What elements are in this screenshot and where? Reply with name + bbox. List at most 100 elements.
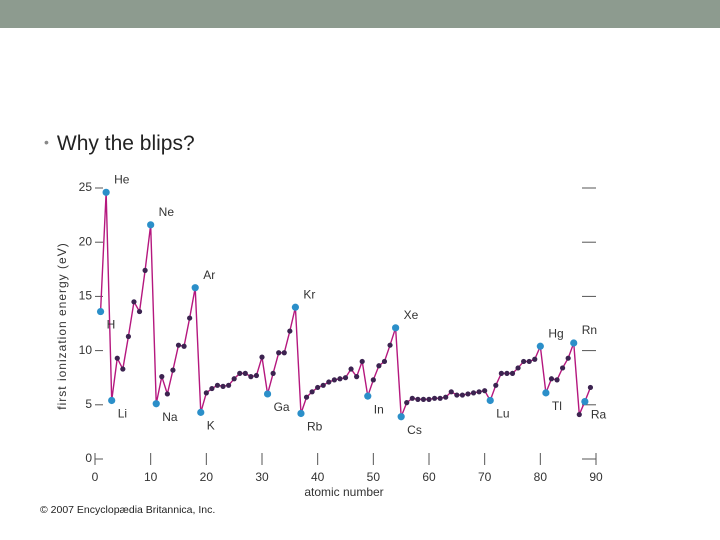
data-line bbox=[99, 192, 592, 417]
x-tick-label: 10 bbox=[144, 470, 158, 484]
data-point bbox=[498, 370, 504, 376]
data-point bbox=[320, 382, 326, 388]
highlighted-point bbox=[570, 339, 578, 347]
data-point bbox=[114, 355, 120, 361]
data-point bbox=[209, 385, 215, 392]
element-label: Rb bbox=[307, 420, 323, 434]
data-point bbox=[470, 390, 477, 396]
y-axis-label: first ionization energy (eV) bbox=[55, 242, 69, 409]
x-tick-label: 60 bbox=[422, 470, 436, 484]
element-label: H bbox=[107, 318, 116, 332]
highlighted-point bbox=[297, 409, 305, 418]
data-point bbox=[515, 365, 521, 371]
element-label: He bbox=[114, 173, 130, 187]
top-bar bbox=[0, 0, 720, 28]
data-point bbox=[431, 395, 438, 401]
x-tick-label: 20 bbox=[200, 470, 214, 484]
highlighted-point bbox=[147, 221, 155, 229]
element-label: Ar bbox=[203, 268, 215, 282]
data-point bbox=[214, 382, 221, 388]
data-point bbox=[136, 308, 143, 315]
data-point bbox=[237, 370, 243, 376]
element-label: Cs bbox=[407, 423, 422, 437]
data-point bbox=[259, 354, 265, 360]
data-point bbox=[370, 377, 376, 383]
x-tick-label: 90 bbox=[589, 470, 603, 484]
data-point bbox=[181, 343, 187, 349]
data-point bbox=[354, 374, 360, 380]
data-point bbox=[504, 370, 510, 376]
data-point bbox=[565, 355, 571, 361]
data-point bbox=[437, 395, 443, 401]
data-point bbox=[476, 389, 482, 395]
data-point bbox=[420, 396, 427, 402]
highlighted-point bbox=[108, 396, 116, 405]
data-point bbox=[381, 358, 388, 365]
element-label: Hg bbox=[548, 326, 563, 340]
highlighted-point bbox=[581, 397, 589, 406]
data-point bbox=[131, 299, 137, 305]
data-point bbox=[576, 411, 582, 418]
y-tick-label: 0 bbox=[85, 451, 92, 465]
data-point bbox=[287, 328, 293, 334]
data-point bbox=[482, 388, 488, 394]
data-point bbox=[276, 350, 282, 356]
data-point bbox=[348, 366, 354, 372]
highlighted-point bbox=[102, 188, 110, 196]
highlighted-point bbox=[197, 408, 205, 416]
x-axis-label: atomic number bbox=[304, 485, 383, 499]
data-point bbox=[342, 375, 349, 381]
element-label: Rn bbox=[582, 323, 597, 337]
data-point bbox=[226, 382, 232, 388]
highlighted-point bbox=[96, 307, 105, 316]
highlighted-point bbox=[291, 303, 299, 311]
data-point bbox=[253, 372, 260, 379]
data-point bbox=[521, 358, 527, 365]
element-label: Ra bbox=[591, 408, 607, 422]
data-point bbox=[376, 363, 382, 369]
bullet: • Why the blips? bbox=[44, 132, 195, 155]
y-tick-label: 15 bbox=[79, 289, 93, 303]
data-point bbox=[164, 391, 170, 397]
element-label: Na bbox=[162, 410, 178, 424]
y-tick-label: 5 bbox=[85, 397, 92, 411]
highlighted-point bbox=[152, 400, 160, 408]
y-tick-label: 20 bbox=[79, 234, 93, 248]
data-point bbox=[454, 392, 460, 398]
x-tick-label: 30 bbox=[255, 470, 269, 484]
element-label: In bbox=[374, 402, 384, 416]
element-label: Xe bbox=[404, 308, 419, 322]
element-label: Ga bbox=[274, 400, 290, 414]
data-point bbox=[426, 396, 432, 402]
element-label: K bbox=[207, 419, 215, 433]
data-point bbox=[248, 374, 254, 380]
data-point bbox=[359, 358, 365, 365]
data-point bbox=[387, 342, 393, 348]
x-tick-label: 0 bbox=[92, 470, 99, 484]
data-point bbox=[315, 384, 321, 391]
element-label: Kr bbox=[303, 287, 315, 301]
data-point bbox=[242, 370, 248, 376]
y-tick-label: 10 bbox=[79, 343, 93, 357]
data-point bbox=[120, 366, 126, 372]
x-tick-label: 40 bbox=[311, 470, 325, 484]
data-point bbox=[187, 315, 193, 321]
data-point bbox=[409, 395, 415, 401]
data-point bbox=[326, 379, 332, 385]
data-point bbox=[548, 376, 555, 382]
data-point bbox=[220, 383, 226, 389]
x-tick-label: 80 bbox=[534, 470, 548, 484]
data-point bbox=[493, 382, 499, 388]
x-tick-label: 70 bbox=[478, 470, 492, 484]
data-point bbox=[337, 376, 343, 382]
element-label: Tl bbox=[552, 399, 562, 413]
element-label: Li bbox=[118, 407, 127, 421]
data-point bbox=[554, 377, 560, 383]
bullet-text: Why the blips? bbox=[56, 132, 195, 155]
data-point bbox=[509, 370, 516, 376]
data-point bbox=[459, 392, 465, 398]
data-point bbox=[203, 390, 209, 396]
data-point bbox=[125, 333, 131, 340]
data-point bbox=[465, 391, 471, 397]
